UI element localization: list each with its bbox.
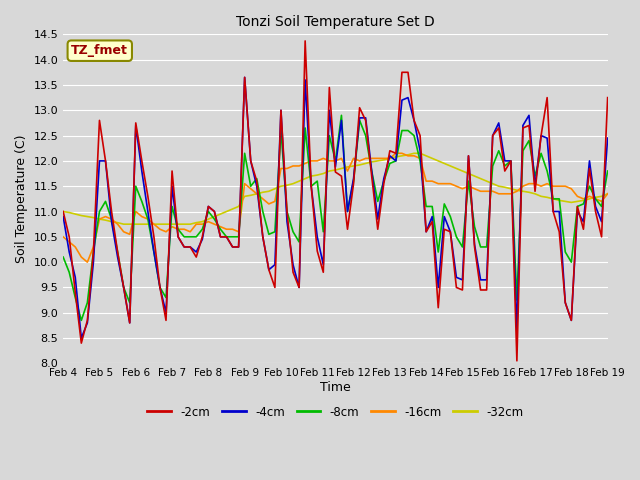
Legend: -2cm, -4cm, -8cm, -16cm, -32cm: -2cm, -4cm, -8cm, -16cm, -32cm: [143, 401, 528, 423]
Title: Tonzi Soil Temperature Set D: Tonzi Soil Temperature Set D: [236, 15, 435, 29]
Text: TZ_fmet: TZ_fmet: [71, 44, 128, 57]
X-axis label: Time: Time: [320, 381, 351, 394]
Y-axis label: Soil Temperature (C): Soil Temperature (C): [15, 134, 28, 263]
